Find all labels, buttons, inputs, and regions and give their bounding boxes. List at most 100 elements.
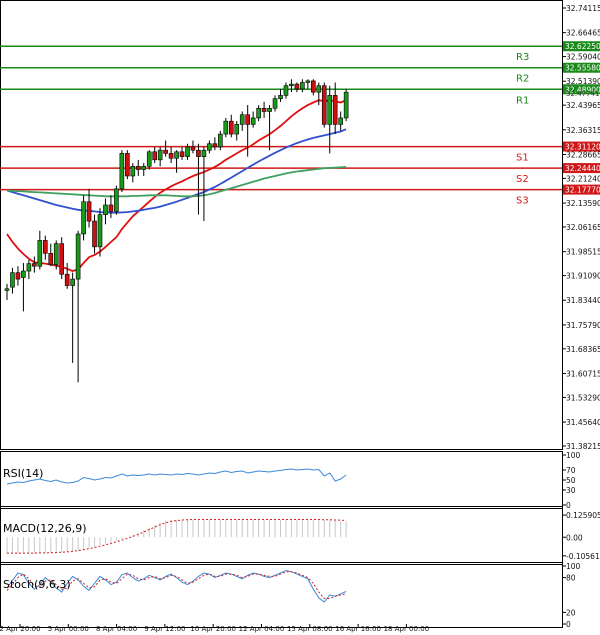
candle-body [15,272,21,280]
price-tick-label: 31.75790 [566,321,600,330]
price-axis: 32.74115 32.66465 32.59040 32.51390 32.43965… [562,4,600,451]
candle-body [332,95,338,125]
price-tick-label: 32.36315 [566,126,600,135]
candle-body [185,146,190,157]
level-label-s3: S3 [516,196,529,207]
candle [157,146,163,167]
candle-body [10,272,15,288]
price-tick-label: 32.51390 [566,77,600,86]
candle [272,95,278,112]
candle [179,146,185,160]
panel-tick-label: 100 [566,562,581,571]
candle-body [146,151,152,167]
candle-body [125,153,130,177]
candle [300,79,305,93]
candle-body [343,91,349,119]
candle-body [37,240,43,267]
candle [321,82,327,128]
level-tag-s3 [563,184,600,195]
time-label: 9 Apr 12:00 [144,625,185,633]
candle [185,143,190,160]
candle-body [300,82,305,90]
price-grid [0,0,563,628]
candle-body [278,95,283,99]
candle-body [64,273,70,286]
candle-body [250,117,256,125]
candle [59,237,65,280]
candle-body [135,165,141,170]
price-tick-label: 32.66465 [566,29,600,38]
candle-body [283,85,289,96]
price-tick-label: 32.06165 [566,223,600,232]
moving-average-2 [6,128,347,214]
candle-body [267,107,272,112]
candle [152,146,157,164]
candle-body [141,165,147,170]
price-tick-label: 31.83440 [566,296,600,305]
level-tag-text: 32.24440 [565,164,600,173]
candle [289,79,294,93]
candle [261,101,267,118]
candle-body [174,151,179,159]
candle-body [4,288,10,291]
candle [168,146,174,164]
level-price-tags: 32.62250 32.55580 32.48900 32.31120 32.24440… [563,41,600,195]
candle [207,140,212,154]
level-label-s2: S2 [516,174,529,185]
panel-frame [0,562,563,628]
candle-body [256,107,261,119]
candle [64,262,70,289]
level-tag-text: 32.17770 [565,186,600,195]
candle-body [97,214,103,248]
candle [311,79,316,96]
panel-tick-label: -0.105619 [566,552,600,561]
candle [267,105,272,151]
candle-body [212,143,218,148]
candle [86,188,92,228]
panel-tick-label: 0.00 [566,533,583,542]
level-label-r1: R1 [516,95,529,106]
candle [21,262,26,312]
candle [283,82,289,99]
candle [250,111,256,128]
candle-body [48,253,54,265]
candle [53,240,59,270]
candle-body [92,220,97,248]
candle [163,140,168,157]
time-label: 16 Apr 16:00 [335,625,381,633]
candle-body [311,80,316,93]
candle [212,137,218,151]
candle [32,256,37,273]
panel-tick-label: 0 [566,501,571,510]
time-label: 15 Apr 08:00 [287,625,333,633]
candle [256,105,261,122]
candle [26,259,32,280]
candle-body [338,117,343,125]
candle-body [190,146,196,151]
level-tag-r3 [563,41,600,52]
time-label: 5 Apr 00:00 [48,625,89,633]
panel-tick-label: 100 [566,451,581,460]
candle-body [42,240,48,254]
price-tick-label: 32.21240 [566,174,600,183]
candle [103,198,108,225]
candle-body [157,149,163,161]
panel-series-line [6,468,347,485]
candle [223,117,229,138]
candle [48,243,54,267]
candle-body [26,263,32,272]
price-tick-label: 31.91090 [566,272,600,281]
candle [130,163,136,183]
time-label: 10 Apr 20:00 [190,625,236,633]
candle [278,88,283,102]
candle [125,150,130,180]
candle [338,111,343,131]
candle [75,230,81,383]
candle-body [327,95,333,125]
candle [218,130,223,151]
candle-body [294,83,300,90]
panel-3: 100 80 20 0 Stoch(9,6,3) [3,562,581,629]
candle-body [305,80,311,83]
